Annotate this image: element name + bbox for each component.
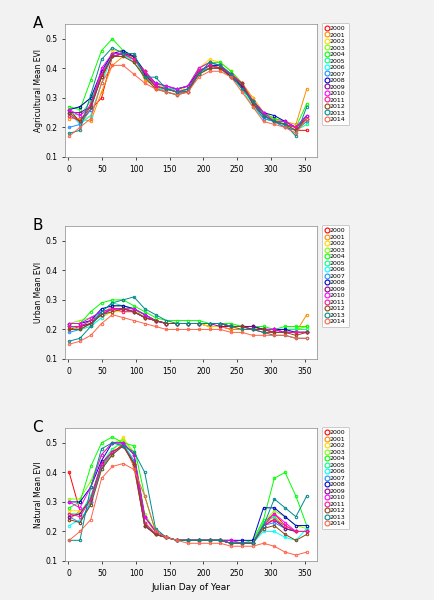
Y-axis label: Agricultural Mean EVI: Agricultural Mean EVI: [33, 49, 43, 132]
Text: A: A: [33, 16, 43, 31]
Legend: 2000, 2001, 2002, 2003, 2004, 2005, 2006, 2007, 2008, 2009, 2010, 2011, 2012, 20: 2000, 2001, 2002, 2003, 2004, 2005, 2006…: [322, 427, 349, 529]
Text: C: C: [33, 420, 43, 435]
Legend: 2000, 2001, 2002, 2003, 2004, 2005, 2006, 2007, 2008, 2009, 2010, 2011, 2012, 20: 2000, 2001, 2002, 2003, 2004, 2005, 2006…: [322, 23, 349, 125]
X-axis label: Julian Day of Year: Julian Day of Year: [151, 583, 230, 592]
Legend: 2000, 2001, 2002, 2003, 2004, 2005, 2006, 2007, 2008, 2009, 2010, 2011, 2012, 20: 2000, 2001, 2002, 2003, 2004, 2005, 2006…: [322, 225, 349, 328]
Text: B: B: [33, 218, 43, 233]
Y-axis label: Natural Mean EVI: Natural Mean EVI: [33, 461, 43, 528]
Y-axis label: Urban Mean EVI: Urban Mean EVI: [33, 262, 43, 323]
